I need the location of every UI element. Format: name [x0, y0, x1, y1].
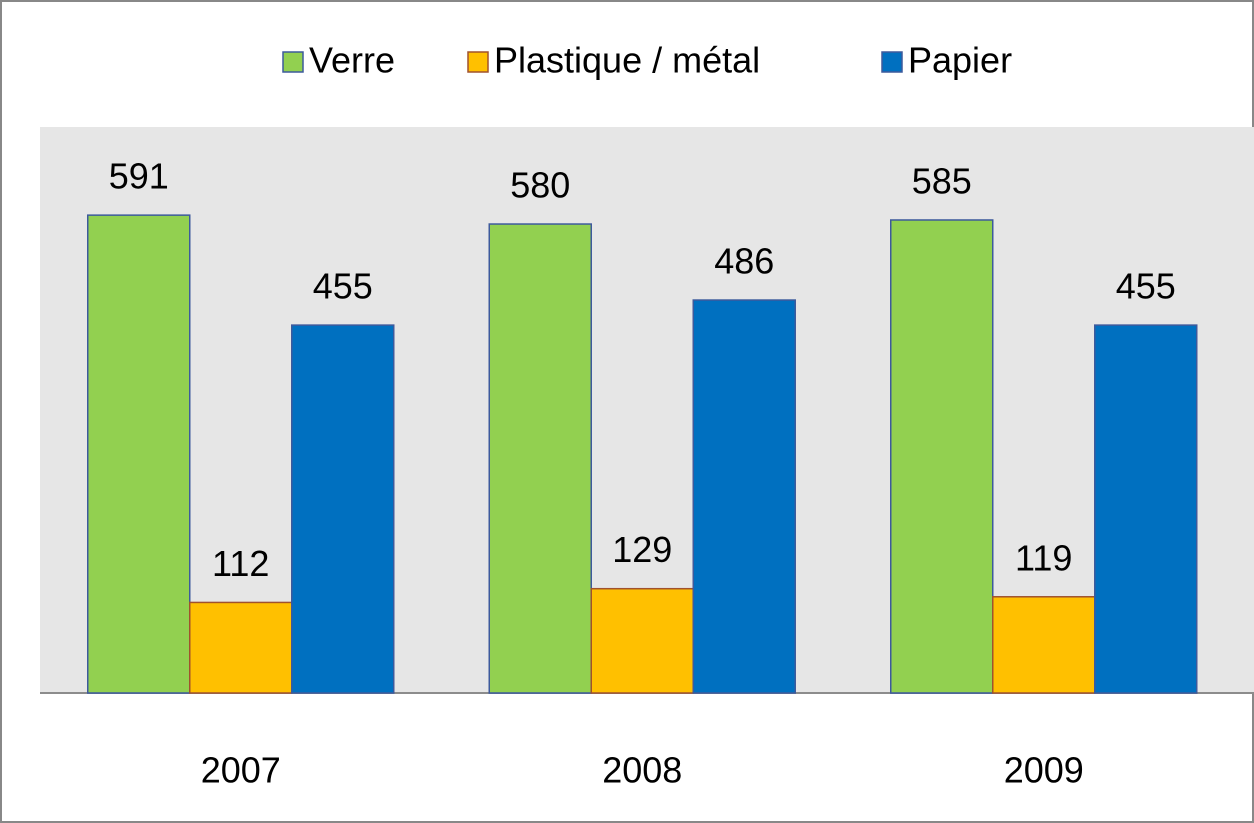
data-label: 119	[1015, 537, 1072, 578]
data-label: 455	[313, 266, 373, 307]
bar	[488, 223, 592, 694]
x-tick-label: 2009	[1004, 750, 1084, 791]
data-label: 585	[912, 161, 972, 202]
bar	[590, 587, 694, 694]
legend-label: Plastique / métal	[494, 40, 760, 81]
bar	[87, 214, 191, 694]
data-label: 129	[612, 529, 672, 570]
legend-label: Verre	[309, 40, 395, 81]
legend-label: Papier	[908, 40, 1012, 81]
x-tick-label: 2007	[201, 750, 281, 791]
data-label: 112	[212, 543, 269, 584]
bar	[692, 299, 796, 694]
legend-swatch	[881, 51, 903, 73]
legend-swatch	[282, 51, 304, 73]
legend-swatch	[467, 51, 489, 73]
data-label: 580	[510, 165, 570, 206]
bar	[890, 219, 994, 694]
bar	[1094, 324, 1198, 694]
bar	[992, 596, 1096, 694]
bar	[291, 324, 395, 694]
x-tick-label: 2008	[602, 750, 682, 791]
data-label: 591	[109, 156, 169, 197]
data-label: 486	[714, 241, 774, 282]
bar	[189, 601, 293, 694]
data-label: 455	[1116, 266, 1176, 307]
